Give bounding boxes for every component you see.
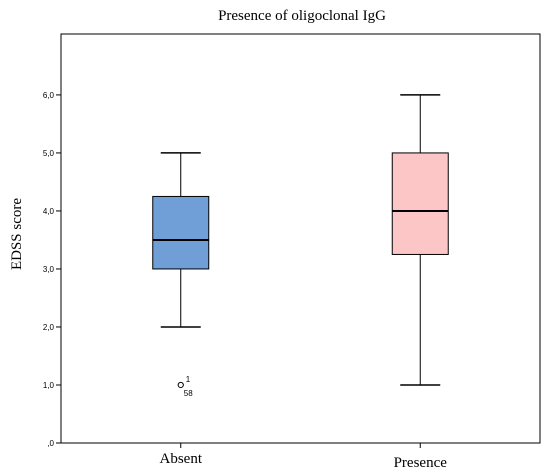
- plot-frame: [60, 33, 541, 444]
- x-tick-label: Absent: [160, 451, 203, 467]
- chart-title: Presence of oligoclonal IgG: [218, 8, 386, 24]
- y-axis-ticks: ,0 1,0 2,0 3,0 4,0 5,0 6,0: [43, 91, 61, 448]
- box-presence: [391, 94, 449, 386]
- y-tick-label: 3,0: [43, 265, 55, 274]
- y-tick-label: 6,0: [43, 91, 55, 100]
- y-tick-label: 2,0: [43, 323, 55, 332]
- y-tick-label: 4,0: [43, 207, 55, 216]
- y-tick-label: 1,0: [43, 381, 55, 390]
- box-iqr: [391, 152, 449, 255]
- outlier-label-top: 1: [186, 375, 191, 384]
- y-axis-label: EDSS score: [9, 198, 25, 270]
- y-tick-label: 5,0: [43, 149, 55, 158]
- y-tick-label: ,0: [47, 439, 54, 448]
- x-axis-ticks: Absent Presence: [160, 443, 448, 471]
- box-series: 1 58: [152, 94, 449, 398]
- outlier-label-bottom: 58: [184, 389, 193, 398]
- box-iqr: [152, 195, 210, 270]
- box-absent: 1 58: [152, 152, 210, 398]
- x-tick-label: Presence: [394, 455, 448, 471]
- outlier-point: [177, 381, 184, 389]
